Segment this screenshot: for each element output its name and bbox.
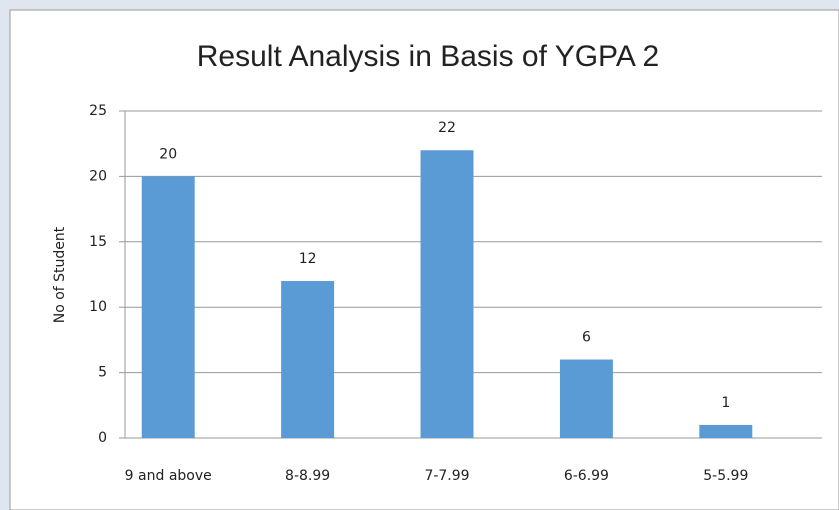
data-label: 12 <box>299 251 317 267</box>
data-label: 22 <box>438 120 456 136</box>
data-label: 1 <box>721 395 730 411</box>
y-tick-label: 0 <box>98 430 107 446</box>
data-label: 20 <box>159 146 177 162</box>
y-tick-label: 20 <box>89 168 107 184</box>
y-tick-label: 15 <box>89 234 107 250</box>
x-tick-label: 6-6.99 <box>564 468 609 484</box>
x-tick-label: 8-8.99 <box>285 468 330 484</box>
bar <box>420 150 474 439</box>
bar <box>699 424 753 438</box>
bar <box>559 359 613 438</box>
y-tick-label: 25 <box>89 103 107 119</box>
y-tick-label: 5 <box>98 365 107 381</box>
x-tick-label: 9 and above <box>125 468 212 484</box>
bar <box>281 281 335 438</box>
x-tick-label: 5-5.99 <box>703 468 748 484</box>
x-tick-label: 7-7.99 <box>424 468 469 484</box>
chart-title: Result Analysis in Basis of YGPA 2 <box>197 40 659 73</box>
data-label: 6 <box>582 330 591 346</box>
bar <box>141 176 195 438</box>
y-axis-label: No of Student <box>52 226 68 323</box>
y-tick-label: 10 <box>89 299 107 315</box>
